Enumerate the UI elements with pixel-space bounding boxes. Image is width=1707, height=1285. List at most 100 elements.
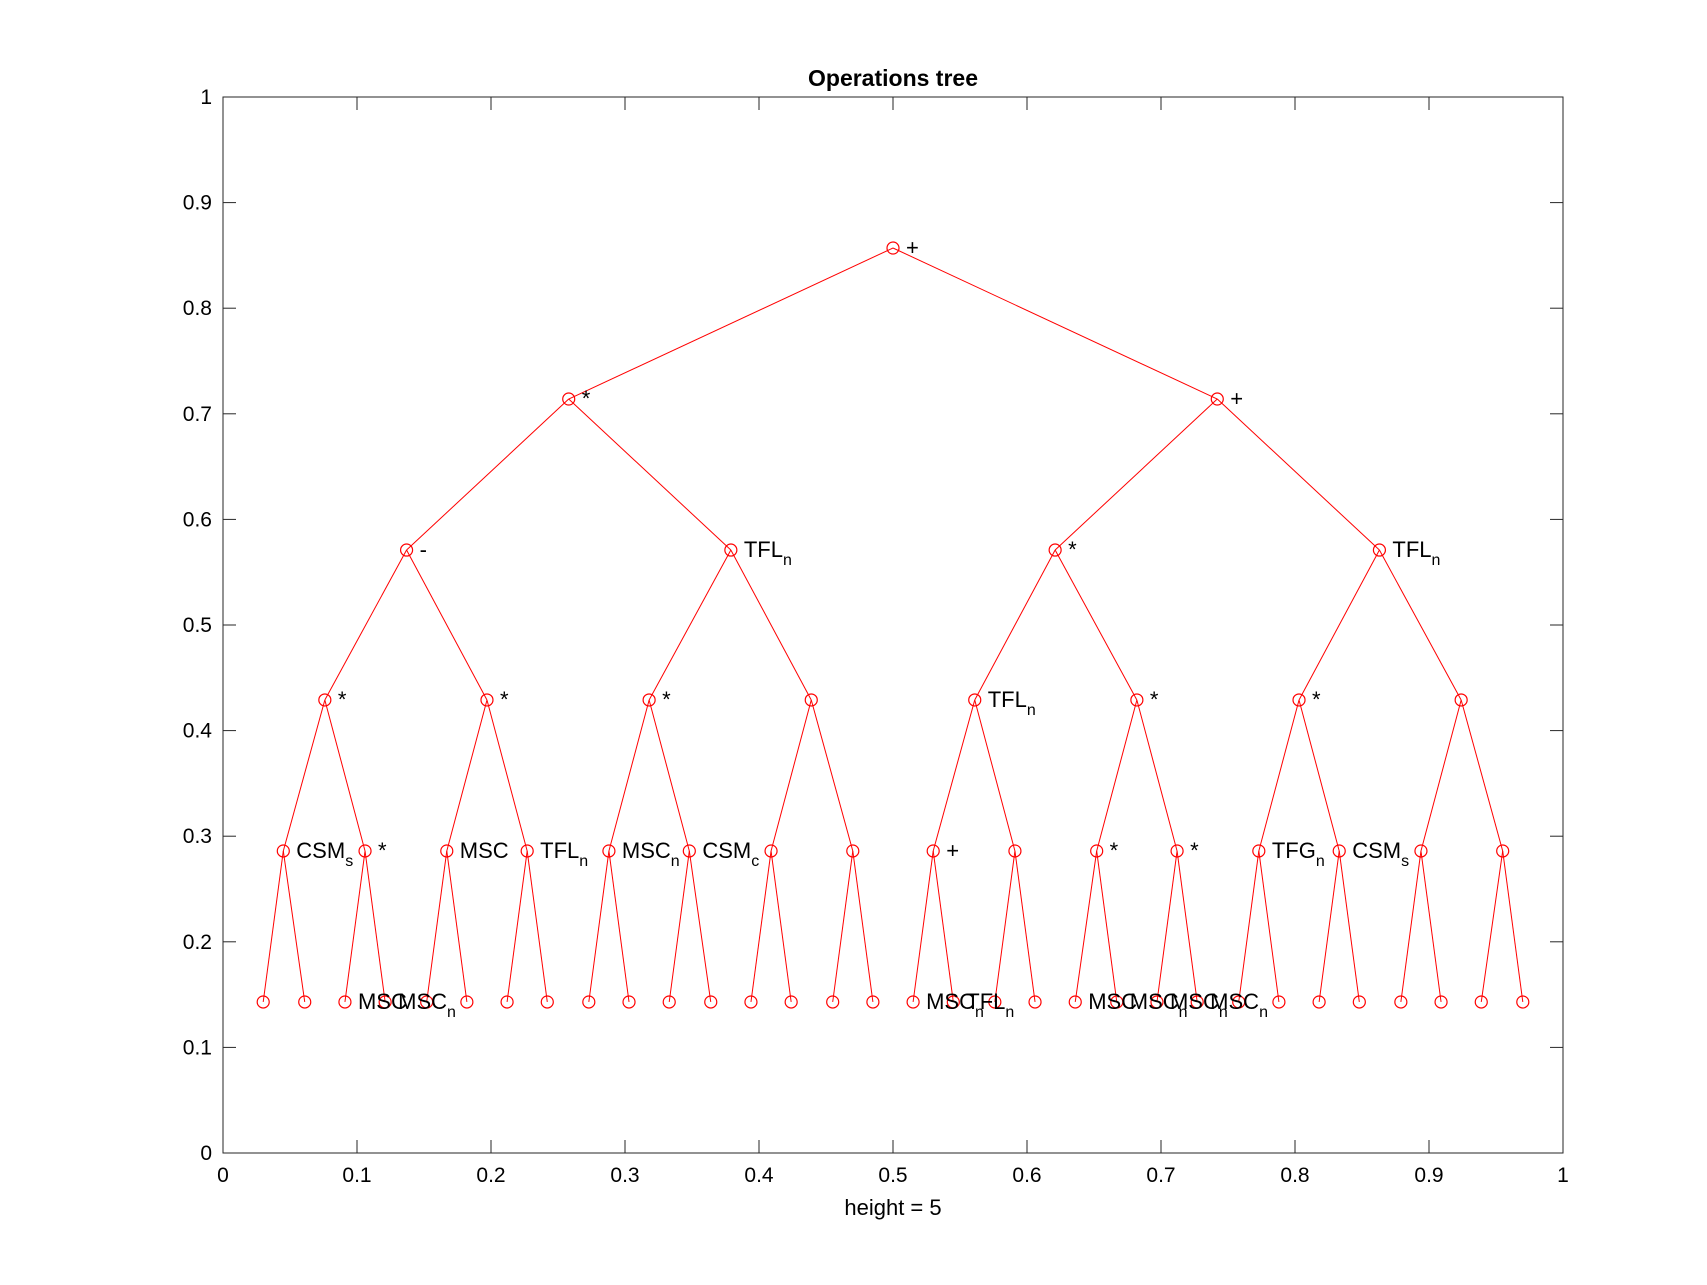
node-label: * bbox=[1312, 687, 1321, 712]
node-label: * bbox=[378, 838, 387, 863]
tree-edge bbox=[810, 699, 854, 852]
tree-edge bbox=[1258, 699, 1300, 852]
tree-node-marker bbox=[1352, 995, 1366, 1009]
y-tick-label: 0 bbox=[200, 1142, 212, 1165]
node-label: MSC bbox=[358, 989, 407, 1014]
tree-edge bbox=[426, 850, 448, 1003]
node-label: * bbox=[1190, 838, 1199, 863]
tree-edge bbox=[568, 398, 732, 551]
tree-edge bbox=[648, 699, 690, 852]
x-tick-label: 0.3 bbox=[610, 1164, 639, 1187]
tree-node-marker bbox=[1068, 995, 1082, 1009]
node-label-subscript: n bbox=[783, 552, 792, 569]
tree-node-marker bbox=[500, 995, 514, 1009]
tree-edge bbox=[1054, 398, 1218, 551]
axis-ticks: 0 0.1 0.2 0.3 0.4 0.5 0.6 0.7 0.8 0.9 1 0 0.1 0.2 0.3 0… bbox=[183, 86, 1569, 1187]
tree-node-marker bbox=[846, 844, 860, 858]
tree-edge bbox=[668, 850, 690, 1003]
tree-edge bbox=[1420, 850, 1442, 1003]
tree-edge bbox=[832, 850, 854, 1003]
tree-edge bbox=[364, 850, 386, 1003]
node-label: + bbox=[1230, 386, 1243, 411]
tree-edge bbox=[1054, 549, 1138, 701]
x-tick-label: 0.9 bbox=[1414, 1164, 1443, 1187]
tree-edge bbox=[406, 398, 570, 551]
tree-edge bbox=[282, 850, 306, 1003]
tree-node-marker bbox=[784, 995, 798, 1009]
tree-edge bbox=[932, 850, 954, 1003]
node-label-subscript: n bbox=[1005, 1004, 1014, 1021]
node-label: * bbox=[338, 687, 347, 712]
tree-edge bbox=[1238, 850, 1260, 1003]
x-tick-label: 0.6 bbox=[1012, 1164, 1041, 1187]
tree-edge bbox=[324, 699, 366, 852]
tree-node-marker bbox=[682, 844, 696, 858]
tree-node-marker bbox=[1272, 995, 1286, 1009]
tree-edge bbox=[1216, 398, 1380, 551]
tree-edges bbox=[262, 247, 1524, 1003]
node-label-subscript: s bbox=[1401, 853, 1409, 870]
tree-edge bbox=[262, 850, 284, 1003]
tree-node-marker bbox=[358, 844, 372, 858]
tree-node-marker bbox=[906, 995, 920, 1009]
tree-node-marker bbox=[1232, 995, 1246, 1009]
tree-edge bbox=[588, 850, 610, 1003]
tree-node-marker bbox=[1048, 543, 1062, 557]
y-tick-label: 0.4 bbox=[183, 720, 213, 743]
tree-node-marker bbox=[399, 543, 414, 557]
x-tick-label: 0.7 bbox=[1146, 1164, 1175, 1187]
node-label: + bbox=[906, 235, 919, 260]
x-tick-label: 0.4 bbox=[744, 1164, 774, 1187]
y-tick-label: 0.9 bbox=[183, 192, 212, 215]
x-tick-label: 0.8 bbox=[1280, 1164, 1309, 1187]
tree-edge bbox=[526, 850, 548, 1003]
tree-node-marker bbox=[1496, 844, 1510, 858]
tree-node-marker bbox=[704, 995, 718, 1009]
node-label: + bbox=[946, 838, 959, 863]
tree-edge bbox=[1136, 699, 1178, 852]
tree-node-marker bbox=[1110, 995, 1124, 1009]
node-label: * bbox=[1150, 687, 1159, 712]
tree-node-marker bbox=[1394, 995, 1408, 1009]
tree-node-marker bbox=[460, 995, 474, 1009]
tree-edge bbox=[1156, 850, 1178, 1003]
tree-node-marker bbox=[886, 241, 900, 255]
tree-node-marker bbox=[562, 392, 576, 406]
tree-node-marker bbox=[1454, 693, 1468, 707]
x-tick-label: 0.2 bbox=[476, 1164, 505, 1187]
node-label-subscript: n bbox=[579, 853, 588, 870]
y-tick-label: 0.1 bbox=[183, 1036, 212, 1059]
tree-node-marker bbox=[622, 995, 636, 1009]
node-label: * bbox=[582, 386, 591, 411]
tree-edge bbox=[1074, 850, 1098, 1003]
tree-edge bbox=[852, 850, 874, 1003]
tree-node-marker bbox=[1090, 844, 1104, 858]
tree-edge bbox=[688, 850, 712, 1003]
tree-edge bbox=[486, 699, 528, 852]
tree-node-marker bbox=[1292, 693, 1306, 707]
y-tick-label: 0.2 bbox=[183, 931, 212, 954]
y-tick-label: 0.5 bbox=[183, 614, 212, 637]
tree-edge bbox=[1378, 549, 1462, 701]
tree-edge bbox=[608, 850, 630, 1003]
node-label-subscript: n bbox=[1179, 1004, 1188, 1021]
tree-node-marker bbox=[744, 995, 758, 1009]
tree-node-marker bbox=[256, 995, 270, 1009]
tree-edge bbox=[1318, 850, 1340, 1003]
tree-node-marker bbox=[1332, 844, 1346, 858]
tree-edge bbox=[974, 549, 1056, 701]
node-label-subscript: n bbox=[1316, 853, 1325, 870]
tree-edge bbox=[1014, 850, 1036, 1003]
tree-edge bbox=[1096, 850, 1118, 1003]
tree-node-marker bbox=[866, 995, 880, 1009]
tree-edge bbox=[1420, 699, 1462, 852]
node-label: MSC bbox=[460, 838, 509, 863]
node-label-subscript: n bbox=[1432, 552, 1441, 569]
tree-edge bbox=[1460, 699, 1504, 852]
tree-node-marker bbox=[1414, 844, 1428, 858]
tree-edge bbox=[1298, 699, 1340, 852]
tree-node-marker bbox=[1130, 693, 1144, 707]
x-tick-label: 0 bbox=[217, 1164, 229, 1187]
